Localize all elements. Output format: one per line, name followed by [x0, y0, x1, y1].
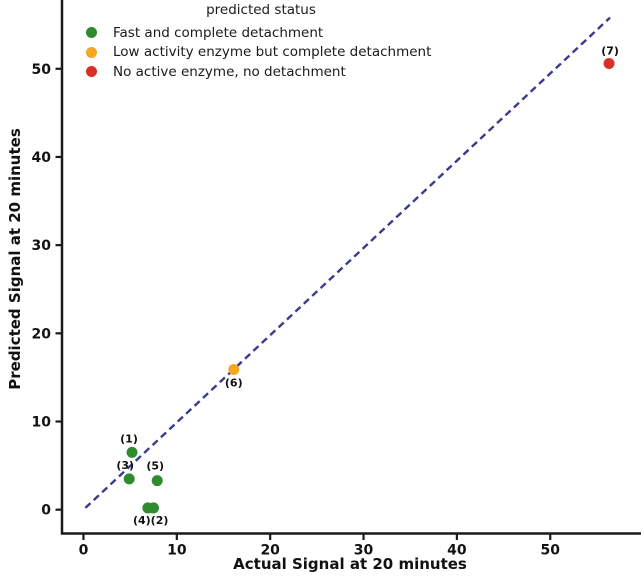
- legend-title: predicted status: [206, 2, 316, 18]
- y-tick-label: 40: [32, 150, 52, 166]
- point-annotation: (5): [146, 460, 164, 473]
- legend-marker-red-icon: [86, 66, 97, 78]
- data-point-6: [228, 363, 240, 375]
- legend-entry-fast-detachment: Fast and complete detachment: [85, 23, 437, 43]
- data-point-5: [151, 475, 163, 487]
- point-annotation: (1): [120, 432, 138, 445]
- identity-line: [84, 16, 611, 509]
- y-tick-label: 30: [32, 238, 52, 254]
- data-point-7: [603, 57, 615, 69]
- y-tick-label: 0: [41, 503, 51, 519]
- y-axis-label: Predicted Signal at 20 minutes: [6, 128, 24, 390]
- legend-entry-no-enzyme: No active enzyme, no detachment: [85, 62, 437, 82]
- legend-entry-label: Fast and complete detachment: [113, 24, 324, 41]
- legend-entry-low-activity: Low activity enzyme but complete detachm…: [85, 43, 437, 63]
- x-tick-label: 20: [260, 543, 280, 559]
- y-tick-label: 20: [32, 326, 52, 342]
- point-annotation: (4)(2): [133, 514, 168, 527]
- y-tick-label: 50: [32, 62, 52, 78]
- x-tick-label: 50: [541, 543, 561, 559]
- legend-entry-label: No active enzyme, no detachment: [113, 63, 346, 80]
- x-tick-label: 10: [167, 543, 187, 559]
- point-annotation: (3): [116, 459, 134, 472]
- point-annotation: (7): [601, 44, 619, 57]
- data-point-4: [142, 502, 154, 514]
- y-tick-label: 10: [32, 415, 52, 431]
- x-tick-label: 0: [79, 543, 89, 559]
- legend: predicted status Fast and complete detac…: [85, 2, 437, 82]
- x-tick-label: 40: [447, 543, 467, 559]
- x-axis-label: Actual Signal at 20 minutes: [233, 555, 467, 573]
- legend-marker-green-icon: [86, 27, 97, 39]
- legend-entry-label: Low activity enzyme but complete detachm…: [113, 44, 432, 61]
- point-annotation: (6): [225, 376, 243, 389]
- x-tick-label: 30: [354, 543, 374, 559]
- data-point-1: [126, 446, 138, 458]
- legend-marker-orange-icon: [86, 46, 97, 58]
- data-point-3: [123, 473, 135, 485]
